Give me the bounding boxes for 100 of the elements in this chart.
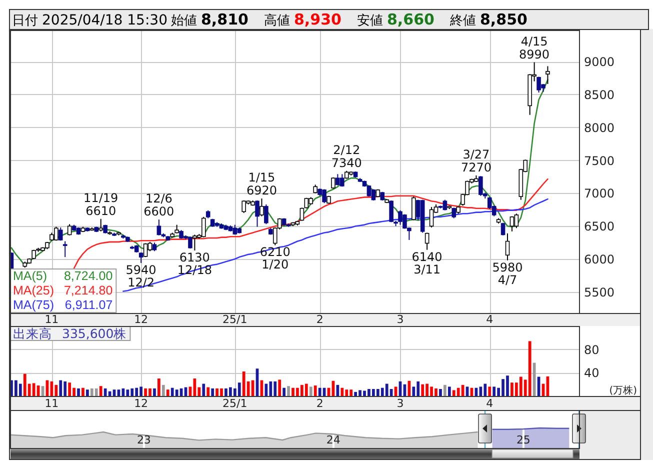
annotation: 2/12 7340 xyxy=(331,142,362,170)
bar xyxy=(18,384,22,396)
text: 始値 xyxy=(171,14,197,28)
candlestick xyxy=(412,196,416,221)
x-tick-label: 12 xyxy=(134,397,148,410)
x-tick-label: 3 xyxy=(396,397,404,410)
annotation: 6,911.07 xyxy=(64,298,113,312)
y-tick-label: 40 xyxy=(584,366,600,380)
bar xyxy=(211,388,214,396)
bar xyxy=(444,384,446,396)
bar xyxy=(287,386,290,396)
bar xyxy=(318,388,322,396)
y-tick-label: 7000 xyxy=(584,186,615,201)
bar xyxy=(238,382,241,396)
bar xyxy=(32,383,36,396)
x-tick-label: 25/1 xyxy=(222,313,248,326)
bar xyxy=(439,389,442,396)
annotation: 7,214.80 xyxy=(64,284,113,298)
x-tick-label: 25/1 xyxy=(222,397,248,410)
y-tick-label: 5500 xyxy=(584,285,615,300)
bar xyxy=(82,388,84,396)
candlestick xyxy=(442,199,448,211)
candlestick xyxy=(201,216,206,238)
bar xyxy=(166,390,170,396)
bar xyxy=(162,384,165,396)
bar xyxy=(421,384,424,396)
y-tick-label: 6500 xyxy=(584,220,615,234)
text: 8,850 xyxy=(480,10,528,28)
x-tick-label: 4 xyxy=(486,313,494,326)
candlestick xyxy=(58,226,63,242)
bar xyxy=(278,380,282,396)
candlestick xyxy=(452,207,456,219)
candlestick xyxy=(62,240,68,258)
y-tick-label: 9000 xyxy=(584,55,615,70)
annotation: 4/15 8990 xyxy=(519,34,550,62)
y-tick-label: 80 xyxy=(584,342,600,357)
bar xyxy=(488,386,492,396)
bar xyxy=(340,388,344,396)
bar xyxy=(175,390,178,396)
annotation: 335,600株 xyxy=(62,326,127,341)
bar xyxy=(94,388,98,396)
text: 日付 xyxy=(12,14,38,28)
bar xyxy=(77,388,80,396)
bar xyxy=(528,341,532,396)
chart-title: 出来高 xyxy=(13,326,52,341)
bar xyxy=(104,388,107,396)
text: 8,810 xyxy=(201,10,248,28)
bar xyxy=(492,386,496,396)
candlestick xyxy=(500,222,506,236)
text: MA(25) xyxy=(13,284,54,298)
bar xyxy=(158,378,160,396)
x-tick-label: 3 xyxy=(396,313,404,326)
series-label: MA(5) xyxy=(13,269,48,283)
annotation: 12/6 6600 xyxy=(144,192,174,219)
text: 2025/04/18 15:30 xyxy=(42,12,168,28)
bar xyxy=(448,386,451,396)
text: 安値 xyxy=(357,12,383,28)
annotation: 6140 3/11 xyxy=(412,250,442,276)
x-tick-label: 11 xyxy=(44,397,59,410)
x-tick-label: 11 xyxy=(44,313,59,326)
bar xyxy=(304,384,308,396)
candlestick xyxy=(429,206,434,228)
text: 8,660 xyxy=(387,10,434,28)
candlestick xyxy=(156,219,162,236)
text: 高値 xyxy=(264,12,290,28)
annotation: 8,724.00 xyxy=(64,269,113,283)
y-tick-label: 8500 xyxy=(584,88,615,102)
y-tick-label: 8000 xyxy=(584,120,615,135)
bar xyxy=(314,386,317,396)
text: 終値 xyxy=(449,14,476,28)
bar xyxy=(484,384,487,396)
x-tick-label: 24 xyxy=(326,434,340,446)
candlestick xyxy=(67,224,72,236)
bar xyxy=(206,387,210,396)
x-tick-label: 2 xyxy=(316,397,324,410)
text: MA(75) xyxy=(13,298,54,312)
candlestick xyxy=(505,232,510,261)
bar xyxy=(385,384,388,396)
annotation: 5940 12/2 xyxy=(126,262,156,290)
y-axis-title: (万株) xyxy=(609,384,638,396)
annotation: 1/15 6920 xyxy=(246,170,277,198)
x-tick-label: 2 xyxy=(316,313,324,326)
x-tick-label: 4 xyxy=(486,397,494,410)
candlestick xyxy=(424,232,430,250)
bar xyxy=(153,388,156,396)
bar xyxy=(202,384,206,396)
bar xyxy=(269,381,272,396)
y-tick-label: 7500 xyxy=(584,154,615,168)
bar xyxy=(309,386,312,396)
candlestick xyxy=(260,198,264,217)
annotation: 5980 4/7 xyxy=(492,260,523,287)
bar xyxy=(126,390,130,396)
annotation: 6210 1/20 xyxy=(260,245,290,272)
y-tick-label: 6000 xyxy=(584,252,615,267)
annotation: 11/19 6610 xyxy=(84,190,118,218)
bar xyxy=(99,386,102,396)
x-tick-label: 12 xyxy=(134,313,148,326)
x-tick-label: 23 xyxy=(136,434,151,446)
candlestick xyxy=(300,207,304,222)
bar xyxy=(59,380,62,396)
